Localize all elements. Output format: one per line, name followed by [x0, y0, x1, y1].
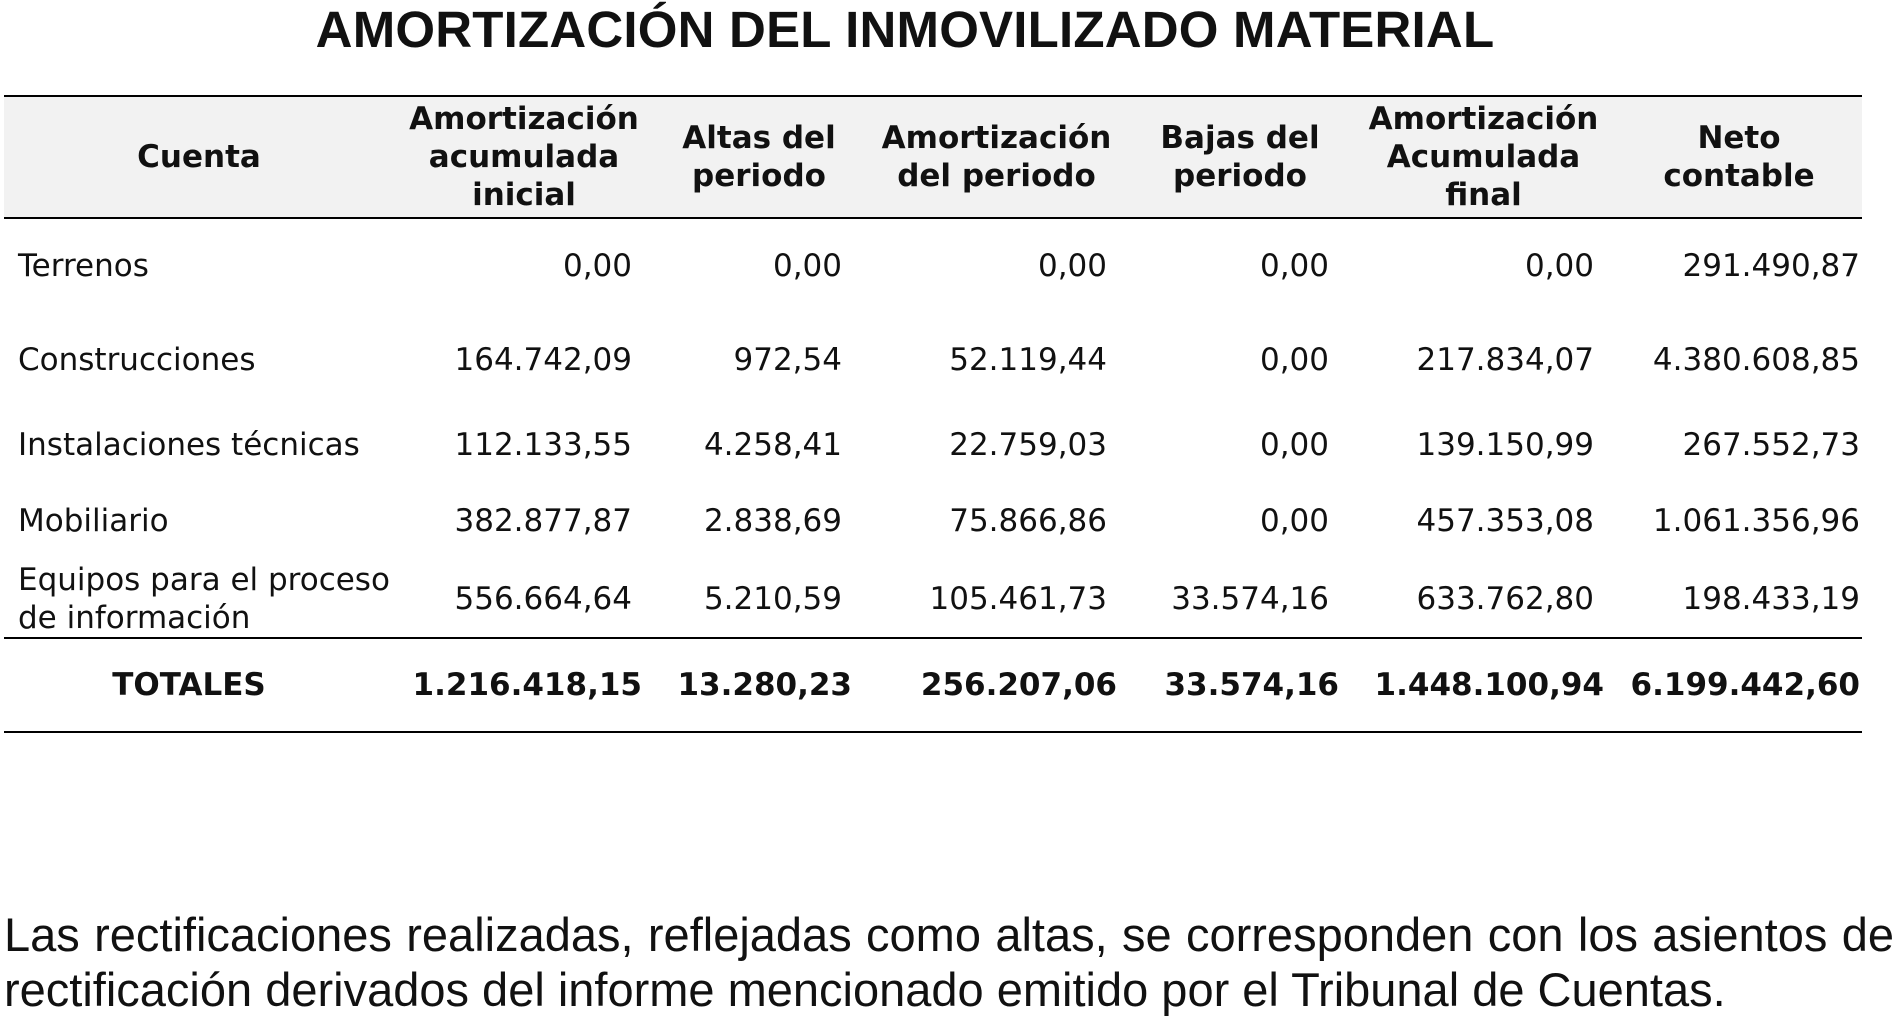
row-name: Construcciones [18, 342, 256, 378]
table-row: Terrenos 0,00 0,00 0,00 0,00 0,00 291.49… [4, 218, 1862, 312]
cell-amortizacion-final: 457.353,08 [1416, 503, 1595, 539]
cell-bajas: 0,00 [1259, 427, 1329, 463]
cell-amortizacion-final: 217.834,07 [1416, 342, 1595, 378]
row-name-line: Equipos para el proceso [18, 561, 390, 598]
total-amortizacion-final: 1.448.100,94 [1374, 667, 1604, 703]
total-amortizacion-inicial: 1.216.418,15 [412, 667, 642, 703]
cell-amortizacion-inicial: 0,00 [562, 247, 632, 284]
totals-row: TOTALES 1.216.418,15 13.280,23 256.207,0… [4, 638, 1862, 732]
cell-amortizacion-periodo: 22.759,03 [949, 427, 1107, 463]
totals-label: TOTALES [112, 667, 266, 703]
table-row: Equipos para el proceso de información 5… [4, 560, 1862, 638]
cell-altas: 0,00 [772, 247, 842, 284]
cell-altas: 972,54 [733, 342, 842, 378]
row-name: Mobiliario [18, 503, 169, 539]
header-amortizacion-del-periodo: Amortización del periodo [881, 120, 1112, 194]
row-name: Instalaciones técnicas [18, 427, 360, 463]
cell-altas: 2.838,69 [703, 503, 842, 539]
total-altas: 13.280,23 [677, 667, 852, 703]
header-amortizacion-acumulada-final: Amortización Acumulada final [1368, 101, 1599, 213]
cell-amortizacion-final: 633.762,80 [1416, 580, 1595, 617]
cell-amortizacion-inicial: 556.664,64 [454, 580, 633, 617]
cell-neto-contable: 1.061.356,96 [1652, 503, 1860, 539]
explanatory-paragraph: Las rectificaciones realizadas, reflejad… [4, 908, 1894, 1016]
header-bajas-del-periodo: Bajas del periodo [1160, 120, 1320, 194]
cell-amortizacion-final: 139.150,99 [1416, 427, 1595, 463]
row-name: Terrenos [18, 247, 149, 284]
total-amortizacion-periodo: 256.207,06 [920, 667, 1117, 703]
cell-bajas: 0,00 [1259, 342, 1329, 378]
total-bajas: 33.574,16 [1164, 667, 1339, 703]
cell-neto-contable: 4.380.608,85 [1652, 342, 1860, 378]
total-neto-contable: 6.199.442,60 [1630, 667, 1860, 703]
cell-amortizacion-inicial: 112.133,55 [454, 427, 633, 463]
cell-amortizacion-inicial: 382.877,87 [454, 503, 633, 539]
table-row: Mobiliario 382.877,87 2.838,69 75.866,86… [4, 482, 1862, 560]
table-row: Instalaciones técnicas 112.133,55 4.258,… [4, 408, 1862, 482]
cell-amortizacion-periodo: 75.866,86 [949, 503, 1107, 539]
cell-amortizacion-periodo: 52.119,44 [949, 342, 1107, 378]
cell-neto-contable: 267.552,73 [1682, 427, 1861, 463]
row-name-line: de información [18, 599, 251, 636]
header-cuenta: Cuenta [137, 139, 261, 175]
cell-amortizacion-periodo: 105.461,73 [929, 580, 1108, 617]
amortization-table: Cuenta Amortización acumulada inicial Al… [4, 95, 1862, 733]
cell-neto-contable: 198.433,19 [1682, 580, 1861, 617]
cell-bajas: 33.574,16 [1171, 580, 1329, 617]
cell-neto-contable: 291.490,87 [1682, 247, 1861, 284]
header-amortizacion-acumulada-inicial: Amortización acumulada inicial [409, 101, 639, 213]
header-altas-del-periodo: Altas del periodo [682, 120, 836, 194]
cell-bajas: 0,00 [1259, 247, 1329, 284]
table-header-row: Cuenta Amortización acumulada inicial Al… [4, 96, 1862, 218]
document-title: AMORTIZACIÓN DEL INMOVILIZADO MATERIAL [315, 1, 1495, 58]
table-row: Construcciones 164.742,09 972,54 52.119,… [4, 312, 1862, 408]
row-name: Equipos para el proceso de información [4, 560, 394, 638]
header-neto-contable: Neto contable [1663, 120, 1815, 194]
cell-amortizacion-inicial: 164.742,09 [454, 342, 633, 378]
cell-amortizacion-periodo: 0,00 [1037, 247, 1107, 284]
cell-altas: 4.258,41 [703, 427, 842, 463]
cell-amortizacion-final: 0,00 [1524, 247, 1594, 284]
cell-altas: 5.210,59 [703, 580, 842, 617]
cell-bajas: 0,00 [1259, 503, 1329, 539]
